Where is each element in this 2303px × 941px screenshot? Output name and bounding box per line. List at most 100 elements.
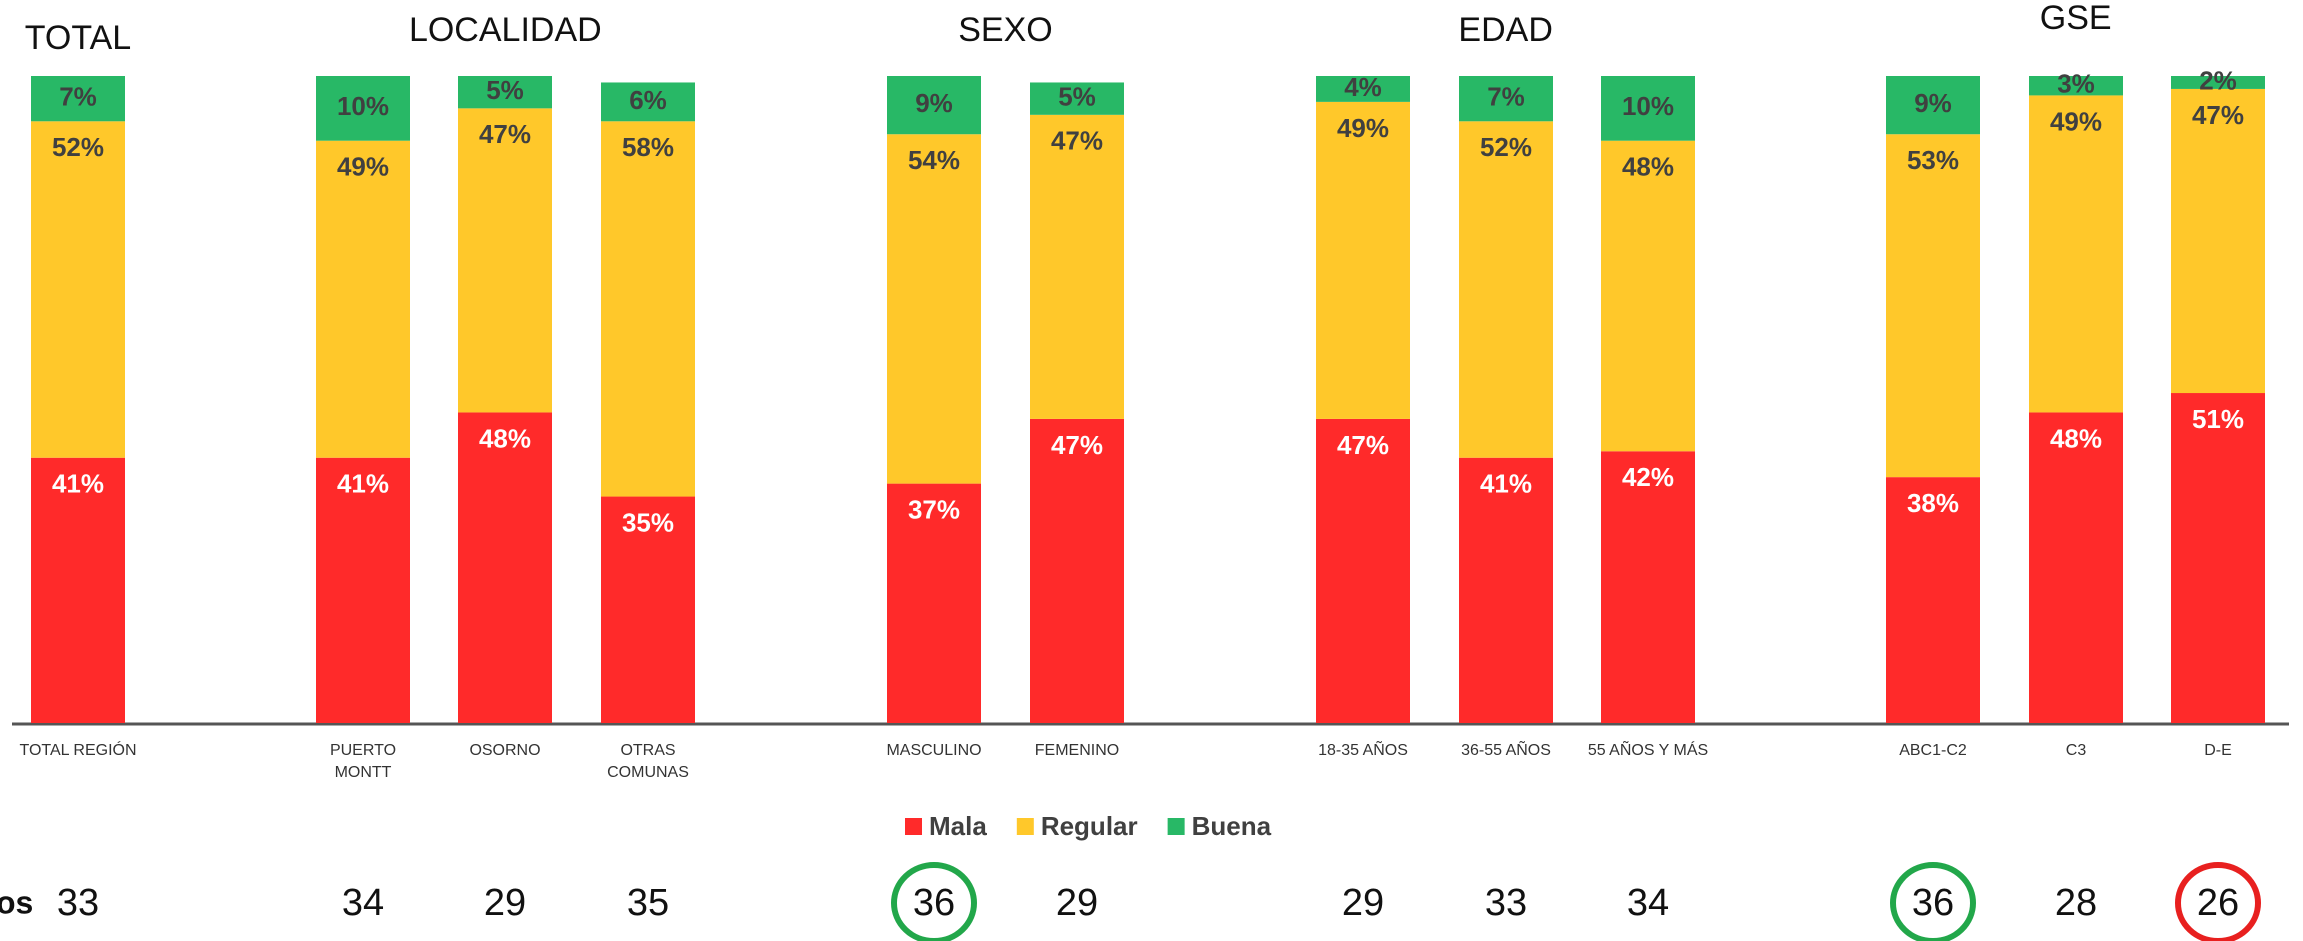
value-label: 49% xyxy=(1337,113,1389,143)
row-value: 33 xyxy=(1485,882,1527,924)
bar-segment xyxy=(458,76,552,109)
bar-segment xyxy=(887,134,981,484)
bar-segment xyxy=(31,121,125,458)
value-label: 6% xyxy=(629,85,667,115)
row-label: os xyxy=(0,884,33,920)
bar-segment xyxy=(316,76,410,141)
bar-segment xyxy=(1601,451,1695,723)
value-label: 7% xyxy=(1487,82,1525,112)
row-value: 33 xyxy=(57,882,99,924)
value-label: 10% xyxy=(337,91,389,121)
x-tick-label: 18-35 AÑOS xyxy=(1318,742,1408,759)
bar-segment xyxy=(601,82,695,122)
row-value: 29 xyxy=(484,882,526,924)
value-label: 5% xyxy=(1058,82,1096,112)
bar-segment xyxy=(1886,134,1980,478)
group-title: TOTAL xyxy=(25,19,131,57)
bar-segment xyxy=(601,496,695,723)
bar-segment xyxy=(1316,418,1410,723)
value-label: 47% xyxy=(1051,126,1103,156)
bar-segment xyxy=(316,457,410,723)
x-tick-label: TOTAL REGIÓN xyxy=(19,742,137,759)
bar-segment xyxy=(1886,76,1980,135)
value-label: 48% xyxy=(2050,423,2102,453)
value-label: 5% xyxy=(486,75,524,105)
group-title: SEXO xyxy=(958,11,1052,49)
bar-segment xyxy=(316,140,410,458)
highlight-circle xyxy=(2175,862,2261,941)
bar-segment xyxy=(887,483,981,723)
value-label: 51% xyxy=(2192,404,2244,434)
x-tick-label: OSORNO xyxy=(469,742,541,759)
bar-segment xyxy=(31,76,125,122)
bar-segment xyxy=(1030,82,1124,115)
x-tick-label: C3 xyxy=(2065,742,2087,759)
value-label: 38% xyxy=(1907,488,1959,518)
value-label: 58% xyxy=(622,132,674,162)
row-value: 34 xyxy=(342,882,384,924)
bar-segment xyxy=(2029,76,2123,96)
row-value: 35 xyxy=(627,882,669,924)
x-tick-label: PUERTO MONTT xyxy=(329,742,397,781)
x-tick-label: FEMENINO xyxy=(1034,742,1120,759)
value-label: 3% xyxy=(2057,69,2095,99)
x-tick-label: 36-55 AÑOS xyxy=(1461,742,1551,759)
bar-segment xyxy=(1601,140,1695,452)
bar-segment xyxy=(458,108,552,413)
legend-swatch xyxy=(1016,818,1034,835)
row-value: 36 xyxy=(913,882,955,924)
highlight-circle xyxy=(891,862,977,941)
bar-segment xyxy=(601,121,695,497)
value-label: 41% xyxy=(337,469,389,499)
value-label: 47% xyxy=(2192,100,2244,130)
row-value: 26 xyxy=(2197,882,2239,924)
value-label: 41% xyxy=(1480,469,1532,499)
value-label: 52% xyxy=(1480,132,1532,162)
legend-label: Mala xyxy=(929,811,987,841)
value-label: 49% xyxy=(2050,106,2102,136)
group-title: LOCALIDAD xyxy=(409,11,602,49)
legend-swatch xyxy=(905,818,922,835)
group-title: EDAD xyxy=(1458,11,1552,49)
value-label: 2% xyxy=(2199,65,2237,95)
value-label: 9% xyxy=(915,88,953,118)
bar-segment xyxy=(1601,76,1695,141)
bar-segment xyxy=(1459,121,1553,458)
x-tick-label: D-E xyxy=(2204,742,2232,759)
value-label: 53% xyxy=(1907,145,1959,175)
value-label: 4% xyxy=(1344,72,1382,102)
row-value: 28 xyxy=(2055,882,2097,924)
legend-label: Regular xyxy=(1041,811,1138,841)
value-label: 41% xyxy=(52,469,104,499)
row-value: 34 xyxy=(1627,882,1669,924)
value-label: 47% xyxy=(479,119,531,149)
bar-segment xyxy=(1459,76,1553,122)
value-label: 47% xyxy=(1337,430,1389,460)
highlight-circle xyxy=(1890,862,1976,941)
bar-segment xyxy=(1459,457,1553,723)
x-tick-label: 55 AÑOS Y MÁS xyxy=(1587,742,1709,759)
value-label: 52% xyxy=(52,132,104,162)
value-label: 42% xyxy=(1622,462,1674,492)
bar-segment xyxy=(1030,418,1124,723)
bar-segment xyxy=(887,76,981,135)
row-value: 29 xyxy=(1342,882,1384,924)
value-label: 47% xyxy=(1051,430,1103,460)
bar-segment xyxy=(1316,76,1410,102)
value-label: 48% xyxy=(479,423,531,453)
value-label: 9% xyxy=(1914,88,1952,118)
x-tick-label: ABC1-C2 xyxy=(1899,742,1967,759)
legend-swatch xyxy=(1167,818,1185,835)
row-value: 36 xyxy=(1912,882,1954,924)
bar-segment xyxy=(31,457,125,723)
bar-segment xyxy=(1316,101,1410,419)
bar-segment xyxy=(458,412,552,723)
bar-segment xyxy=(2171,88,2265,394)
bar-segment xyxy=(2029,95,2123,413)
bar-segment xyxy=(1030,114,1124,419)
value-label: 10% xyxy=(1622,91,1674,121)
bar-segment xyxy=(2029,412,2123,723)
bar-segment xyxy=(1886,477,1980,723)
